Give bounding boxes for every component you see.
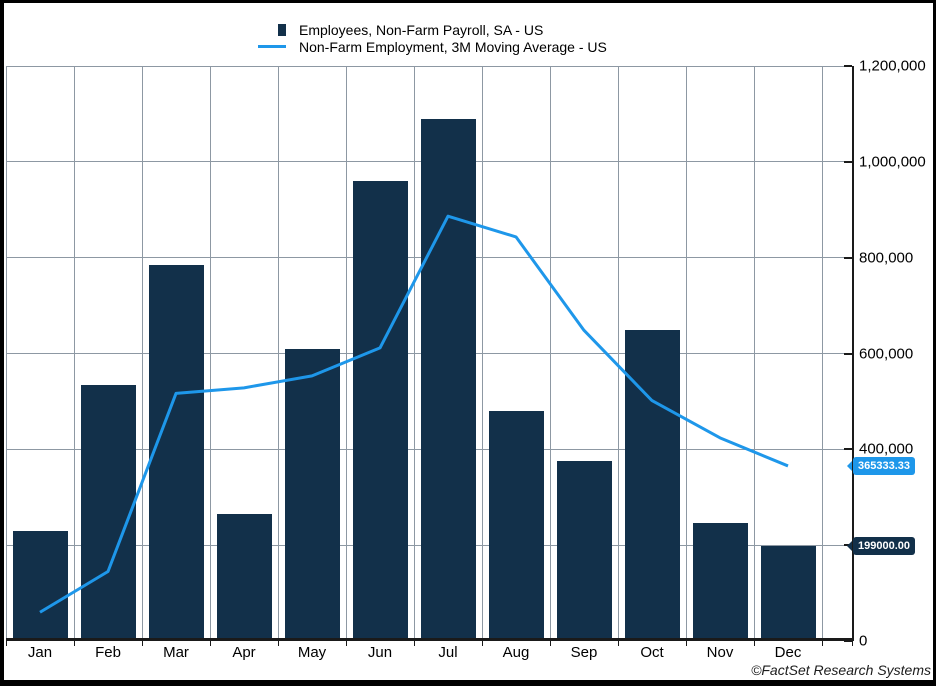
y-axis-tick [844,65,852,67]
x-axis-label-nov: Nov [706,644,734,661]
legend-label-bar-series: Employees, Non-Farm Payroll, SA - US [299,21,544,38]
x-axis-tick [550,641,551,646]
y-axis-tick [844,256,852,259]
x-axis-label-jul: Jul [438,644,458,661]
gridline-vertical [210,66,211,638]
x-axis-label-oct: Oct [640,644,664,661]
chip-arrow-icon [847,460,852,471]
x-axis-line [6,638,854,641]
bar-jan [12,530,68,641]
x-axis-tick [754,641,755,646]
y-axis-tick [844,640,852,642]
trend-line [39,214,789,614]
x-axis-tick [482,641,483,646]
gridline-vertical [414,66,415,638]
x-axis-label-aug: Aug [502,644,530,661]
y-tick-label: 800,000 [859,249,914,267]
x-axis-label-mar: Mar [163,644,189,661]
x-axis-tick [6,641,7,646]
x-axis-tick [278,641,279,646]
x-axis-tick [822,641,823,646]
x-axis-tick [142,641,143,646]
x-axis-tick [618,641,619,646]
y-axis-line [852,66,854,641]
bar-may [284,348,340,641]
x-axis-tick [74,641,75,646]
x-axis-tick [686,641,687,646]
gridline-vertical [482,66,483,638]
bar-jun [352,181,408,641]
x-axis-tick [210,641,211,646]
bar-jul [420,118,476,641]
bar-mar [148,264,204,641]
legend-item-bar-series: Employees, Non-Farm Payroll, SA - US [258,21,607,38]
gridline-vertical [346,66,347,638]
bar-sep [556,461,612,641]
gridline-horizontal [6,65,852,67]
legend-marker-zone [258,45,286,48]
chip-arrow-icon [847,540,852,551]
y-tick-label: 1,000,000 [859,153,926,171]
bar-nov [692,522,748,641]
gridline-vertical [6,66,7,638]
bar-dec [760,545,816,641]
x-axis-label-dec: Dec [774,644,802,661]
line-series-marker-icon [258,45,286,48]
value-chip-bar: 199000.00 [847,536,915,555]
y-tick-label: 400,000 [859,440,914,458]
x-axis-tick [852,641,853,646]
gridline-vertical [618,66,619,638]
x-axis-label-jan: Jan [27,644,53,661]
gridline-vertical [822,66,823,638]
bar-aug [488,411,544,641]
gridline-vertical [142,66,143,638]
legend-label-line-series: Non-Farm Employment, 3M Moving Average -… [299,38,607,55]
legend-marker-zone [258,23,286,36]
x-axis-label-sep: Sep [570,644,598,661]
bar-feb [80,384,136,641]
y-tick-label: 600,000 [859,345,914,362]
y-tick-label: 0 [859,632,868,650]
bar-apr [216,514,272,641]
y-tick-label: 1,200,000 [859,57,926,75]
trend-line-layer [39,214,789,614]
y-axis-tick [844,352,852,355]
factset-credit: ©FactSet Research Systems [751,662,931,678]
x-axis-label-jun: Jun [367,644,393,661]
value-chip-line: 365333.33 [847,456,915,475]
y-axis-tick [844,448,852,451]
gridline-vertical [686,66,687,638]
x-axis-tick [414,641,415,646]
legend-item-line-series: Non-Farm Employment, 3M Moving Average -… [258,38,607,55]
x-axis-label-apr: Apr [232,644,256,661]
y-axis-tick [844,160,852,163]
gridline-vertical [278,66,279,638]
bar-series-marker-icon [278,23,286,36]
gridline-vertical [74,66,75,638]
x-axis-label-feb: Feb [95,644,121,661]
gridline-vertical [754,66,755,638]
legend: Employees, Non-Farm Payroll, SA - US Non… [258,21,607,55]
x-axis-tick [346,641,347,646]
gridline-vertical [550,66,551,638]
x-axis-label-may: May [297,644,327,661]
